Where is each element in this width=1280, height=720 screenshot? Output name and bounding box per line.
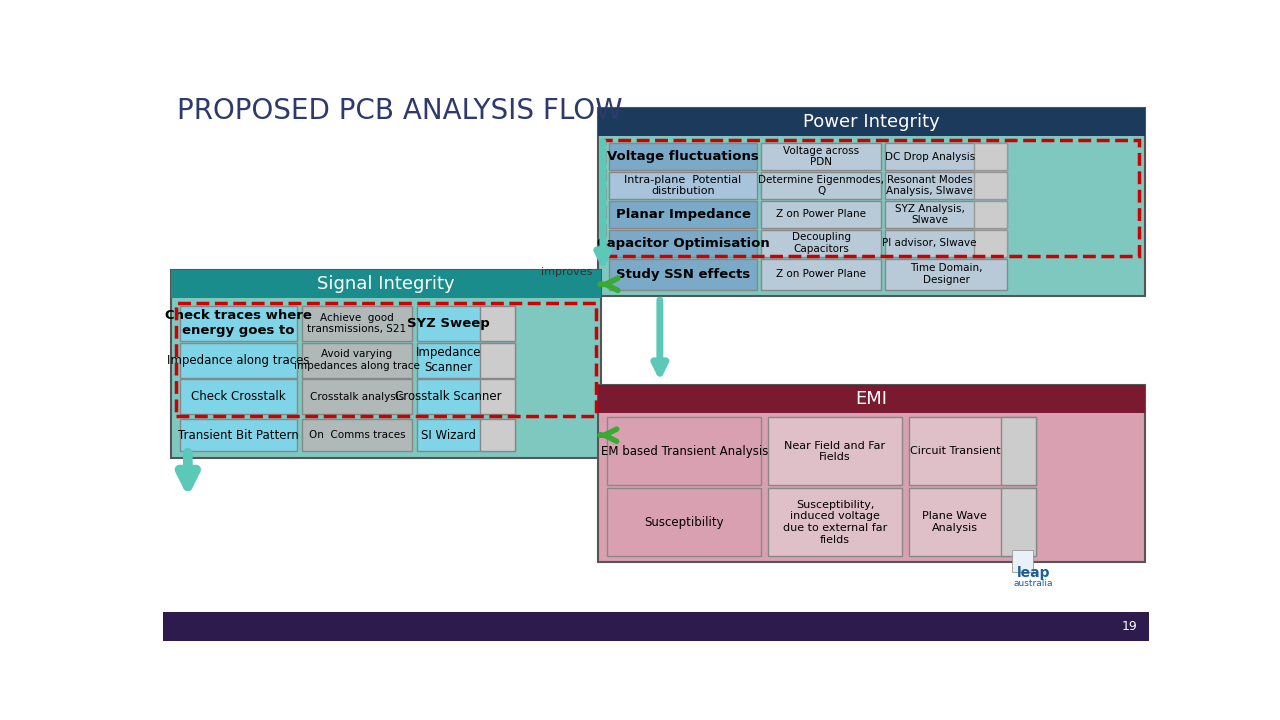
Text: SYZ Analysis,
Slwave: SYZ Analysis, Slwave xyxy=(895,204,965,225)
Text: Near Field and Far
Fields: Near Field and Far Fields xyxy=(785,441,886,462)
Text: Transient Bit Pattern: Transient Bit Pattern xyxy=(178,428,300,441)
FancyBboxPatch shape xyxy=(1001,488,1036,556)
FancyBboxPatch shape xyxy=(180,343,297,378)
FancyBboxPatch shape xyxy=(480,306,515,341)
FancyBboxPatch shape xyxy=(886,230,1007,256)
Text: Impedance along traces: Impedance along traces xyxy=(168,354,310,366)
FancyBboxPatch shape xyxy=(598,385,1144,562)
FancyBboxPatch shape xyxy=(909,418,1036,485)
FancyBboxPatch shape xyxy=(609,172,756,199)
FancyBboxPatch shape xyxy=(416,343,515,378)
FancyBboxPatch shape xyxy=(762,259,881,289)
FancyBboxPatch shape xyxy=(1011,550,1033,572)
FancyBboxPatch shape xyxy=(762,230,881,256)
FancyBboxPatch shape xyxy=(609,201,756,228)
FancyBboxPatch shape xyxy=(609,230,756,256)
FancyBboxPatch shape xyxy=(302,343,412,378)
Text: Z on Power Plane: Z on Power Plane xyxy=(776,210,867,220)
FancyBboxPatch shape xyxy=(480,379,515,415)
FancyBboxPatch shape xyxy=(416,419,515,451)
Text: SI Wizard: SI Wizard xyxy=(421,428,476,441)
Text: Planar Impedance: Planar Impedance xyxy=(616,208,750,221)
Text: Check traces where
energy goes to: Check traces where energy goes to xyxy=(165,310,312,338)
FancyBboxPatch shape xyxy=(416,379,515,415)
Text: Crosstalk analysis: Crosstalk analysis xyxy=(310,392,404,402)
FancyBboxPatch shape xyxy=(164,611,1149,641)
Text: DC Drop Analysis: DC Drop Analysis xyxy=(884,152,975,162)
FancyBboxPatch shape xyxy=(909,488,1036,556)
Text: Time Domain,
Designer: Time Domain, Designer xyxy=(910,264,983,285)
Text: Study SSN effects: Study SSN effects xyxy=(616,268,750,281)
Text: 19: 19 xyxy=(1121,620,1138,633)
FancyBboxPatch shape xyxy=(886,201,1007,228)
FancyBboxPatch shape xyxy=(886,172,1007,199)
FancyBboxPatch shape xyxy=(886,259,1007,289)
Text: EM based Transient Analysis: EM based Transient Analysis xyxy=(600,445,768,458)
Text: Intra-plane  Potential
distribution: Intra-plane Potential distribution xyxy=(625,175,741,197)
Text: Power Integrity: Power Integrity xyxy=(804,113,940,131)
FancyBboxPatch shape xyxy=(598,385,1144,413)
FancyBboxPatch shape xyxy=(480,419,515,451)
FancyBboxPatch shape xyxy=(302,419,412,451)
FancyBboxPatch shape xyxy=(480,343,515,378)
Text: Susceptibility: Susceptibility xyxy=(645,516,724,528)
Text: On  Comms traces: On Comms traces xyxy=(308,431,406,440)
FancyBboxPatch shape xyxy=(762,201,881,228)
Text: Avoid varying
impedances along trace: Avoid varying impedances along trace xyxy=(294,349,420,371)
FancyBboxPatch shape xyxy=(768,418,902,485)
Text: Z on Power Plane: Z on Power Plane xyxy=(776,269,867,279)
FancyBboxPatch shape xyxy=(886,143,1007,170)
FancyBboxPatch shape xyxy=(598,108,1144,135)
FancyBboxPatch shape xyxy=(180,379,297,415)
Text: Voltage fluctuations: Voltage fluctuations xyxy=(607,150,759,163)
FancyBboxPatch shape xyxy=(172,271,600,457)
Text: Circuit Transient: Circuit Transient xyxy=(910,446,1000,456)
FancyBboxPatch shape xyxy=(172,271,600,298)
Text: leap: leap xyxy=(1016,566,1050,580)
FancyBboxPatch shape xyxy=(762,143,881,170)
Text: Decoupling
Capacitors: Decoupling Capacitors xyxy=(791,233,851,254)
FancyBboxPatch shape xyxy=(762,172,881,199)
Text: Determine Eigenmodes,
Q: Determine Eigenmodes, Q xyxy=(758,175,884,197)
FancyBboxPatch shape xyxy=(974,201,1007,228)
Text: Voltage across
PDN: Voltage across PDN xyxy=(783,146,859,168)
Text: Achieve  good
transmissions, S21: Achieve good transmissions, S21 xyxy=(307,312,407,334)
Text: Signal Integrity: Signal Integrity xyxy=(317,275,454,293)
Text: Plane Wave
Analysis: Plane Wave Analysis xyxy=(923,511,987,533)
FancyBboxPatch shape xyxy=(609,259,756,289)
FancyBboxPatch shape xyxy=(1001,418,1036,485)
Text: Capacitor Optimisation: Capacitor Optimisation xyxy=(596,237,769,250)
FancyBboxPatch shape xyxy=(180,419,297,451)
FancyBboxPatch shape xyxy=(302,379,412,415)
Text: Crosstalk Scanner: Crosstalk Scanner xyxy=(396,390,502,403)
Text: Resonant Modes
Analysis, Slwave: Resonant Modes Analysis, Slwave xyxy=(886,175,973,197)
FancyBboxPatch shape xyxy=(608,488,762,556)
FancyBboxPatch shape xyxy=(608,418,762,485)
FancyBboxPatch shape xyxy=(598,108,1144,296)
FancyBboxPatch shape xyxy=(180,306,297,341)
Text: Susceptibility,
induced voltage
due to external far
fields: Susceptibility, induced voltage due to e… xyxy=(783,500,887,544)
Text: Check Crosstalk: Check Crosstalk xyxy=(191,390,285,403)
FancyBboxPatch shape xyxy=(302,306,412,341)
FancyBboxPatch shape xyxy=(768,488,902,556)
Text: Impedance
Scanner: Impedance Scanner xyxy=(416,346,481,374)
Text: EMI: EMI xyxy=(855,390,887,408)
FancyBboxPatch shape xyxy=(974,230,1007,256)
FancyBboxPatch shape xyxy=(974,172,1007,199)
Text: australia: australia xyxy=(1014,579,1053,588)
Text: SYZ Sweep: SYZ Sweep xyxy=(407,317,490,330)
Text: improves: improves xyxy=(540,266,593,276)
Text: PROPOSED PCB ANALYSIS FLOW: PROPOSED PCB ANALYSIS FLOW xyxy=(177,97,622,125)
FancyBboxPatch shape xyxy=(609,143,756,170)
Text: PI advisor, Slwave: PI advisor, Slwave xyxy=(882,238,977,248)
FancyBboxPatch shape xyxy=(974,143,1007,170)
FancyBboxPatch shape xyxy=(598,108,608,296)
FancyBboxPatch shape xyxy=(416,306,515,341)
